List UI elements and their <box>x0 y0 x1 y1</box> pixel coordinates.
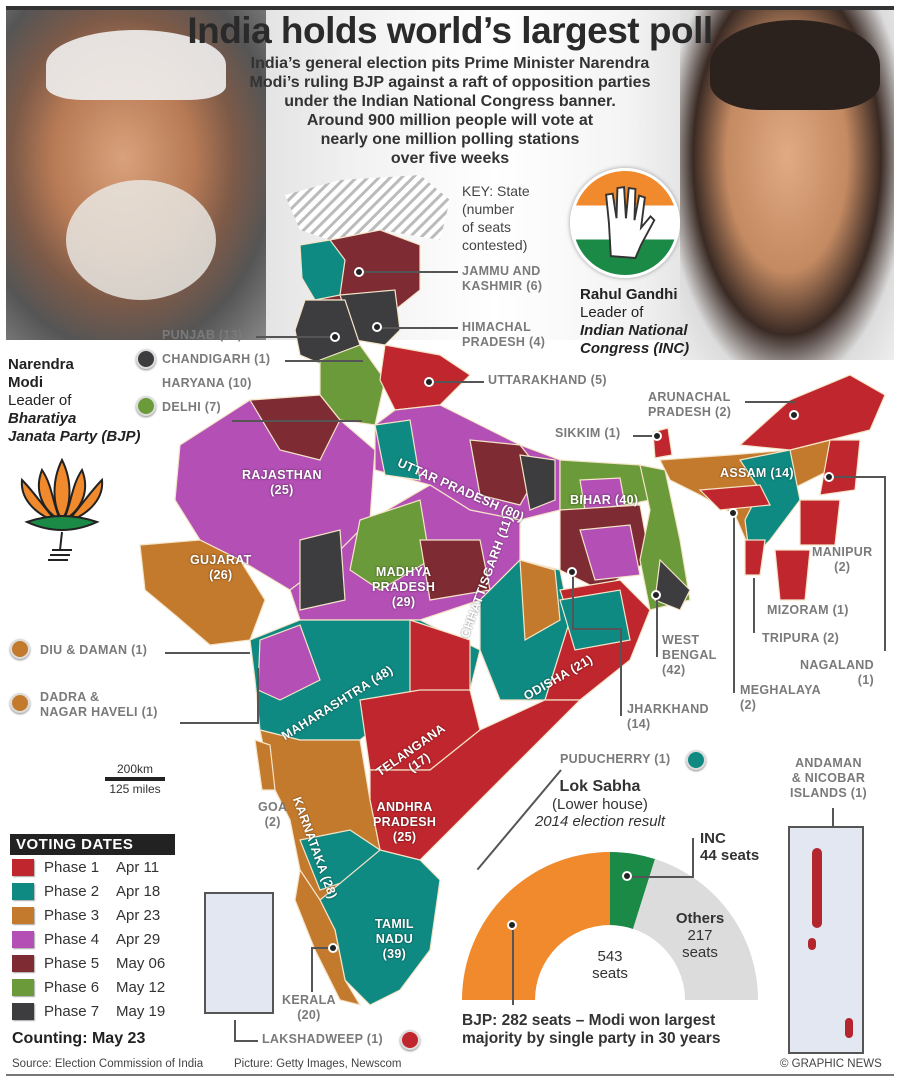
page-title: India holds world’s largest poll <box>187 10 713 51</box>
legend-row: Phase 1 Apr 11 <box>10 855 175 879</box>
delhi-marker <box>136 396 156 416</box>
label-lakshadweep: LAKSHADWEEP (1) <box>262 1032 383 1046</box>
rahul-caption: Rahul Gandhi Leader of Indian National C… <box>580 286 690 357</box>
total-seats-label: 543 seats <box>592 948 628 982</box>
dadra-marker <box>10 693 30 713</box>
label-tripura: TRIPURA (2) <box>762 631 840 645</box>
label-himachal: HIMACHAL PRADESH (4) <box>462 320 546 349</box>
label-andhra-pradesh: ANDHRA PRADESH (25) <box>373 800 437 844</box>
others-label: Others 217 seats <box>675 910 725 961</box>
label-punjab: PUNJAB (13) <box>162 328 243 342</box>
label-puducherry: PUDUCHERRY (1) <box>560 752 671 766</box>
label-jharkhand: JHARKHAND (14) <box>627 702 709 731</box>
map-key: KEY: State (number of seats contested) <box>462 183 530 253</box>
lok-sabha-heading: Lok Sabha (Lower house) 2014 election re… <box>534 778 666 830</box>
label-tamil-nadu: TAMIL NADU (39) <box>375 917 414 961</box>
puducherry-marker <box>686 750 706 770</box>
label-sikkim: SIKKIM (1) <box>555 426 621 440</box>
label-andaman: ANDAMAN & NICOBAR ISLANDS (1) <box>790 756 867 800</box>
label-haryana: HARYANA (10) <box>162 376 252 390</box>
label-dadra: DADRA & NAGAR HAVELI (1) <box>40 690 158 719</box>
counting-date: Counting: May 23 <box>12 1030 146 1047</box>
label-mizoram: MIZORAM (1) <box>767 603 849 617</box>
bjp-label: BJP: 282 seats – Modi won largest majorit… <box>462 1012 721 1047</box>
legend-row: Phase 2 Apr 18 <box>10 879 175 903</box>
lakshadweep-marker <box>400 1030 420 1050</box>
lok-sabha-semicircle-chart <box>462 852 758 1000</box>
label-nagaland: NAGALAND (1) <box>800 658 874 687</box>
label-west-bengal: WEST BENGAL (42) <box>662 633 717 677</box>
source-credit: Source: Election Commission of India <box>12 1058 204 1070</box>
picture-credit: Picture: Getty Images, Newscom <box>234 1058 402 1070</box>
top-rule <box>6 6 894 10</box>
legend-row: Phase 7 May 19 <box>10 999 175 1023</box>
inc-label: INC 44 seats <box>700 830 760 864</box>
legend-row: Phase 6 May 12 <box>10 975 175 999</box>
label-kerala: KERALA (20) <box>282 993 336 1022</box>
congress-hand-icon <box>570 168 680 278</box>
map-scale: 200km 125 miles <box>105 762 165 796</box>
rahul-gandhi-photo <box>680 10 894 360</box>
label-meghalaya: MEGHALAYA (2) <box>740 683 821 712</box>
label-uttarakhand: UTTARAKHAND (5) <box>488 373 607 387</box>
label-goa: GOA (2) <box>258 800 288 829</box>
state-kerala <box>294 868 362 1006</box>
label-diu-daman: DIU & DAMAN (1) <box>40 643 148 657</box>
legend-row: Phase 4 Apr 29 <box>10 927 175 951</box>
label-gujarat: GUJARAT (26) <box>190 553 252 582</box>
label-bihar: BIHAR (40) <box>570 493 639 507</box>
label-delhi: DELHI (7) <box>162 400 221 414</box>
modi-caption: Narendra Modi Leader of Bharatiya Janata… <box>8 356 141 445</box>
label-assam: ASSAM (14) <box>720 466 794 480</box>
state-goa <box>254 739 276 791</box>
lotus-icon <box>20 457 104 561</box>
voting-dates-legend: VOTING DATES Phase 1 Apr 11 Phase 2 Apr 18… <box>10 834 175 1023</box>
label-madhya-pradesh: MADHYA PRADESH (29) <box>372 565 436 609</box>
bottom-rule <box>6 1074 894 1076</box>
graphic-news-credit: © GRAPHIC NEWS <box>780 1058 882 1070</box>
legend-row: Phase 3 Apr 23 <box>10 903 175 927</box>
label-chandigarh: CHANDIGARH (1) <box>162 352 271 366</box>
lakshadweep-inset <box>204 892 274 1014</box>
state-tripura <box>744 539 766 576</box>
disputed-area <box>285 175 450 240</box>
diu-daman-marker <box>10 639 30 659</box>
andaman-inset <box>788 826 864 1054</box>
state-manipur <box>799 499 841 546</box>
label-arunachal: ARUNACHAL PRADESH (2) <box>648 390 732 419</box>
state-meghalaya <box>698 484 771 511</box>
state-arunachal <box>738 374 886 451</box>
subtitle: India’s general election pits Prime Mini… <box>249 55 651 167</box>
modi-photo <box>6 10 266 340</box>
label-manipur: MANIPUR (2) <box>812 545 873 574</box>
label-rajasthan: RAJASTHAN (25) <box>242 468 322 497</box>
legend-row: Phase 5 May 06 <box>10 951 175 975</box>
label-jammu-kashmir: JAMMU AND KASHMIR (6) <box>462 264 543 293</box>
chandigarh-marker <box>136 349 156 369</box>
state-mizoram <box>774 549 811 601</box>
